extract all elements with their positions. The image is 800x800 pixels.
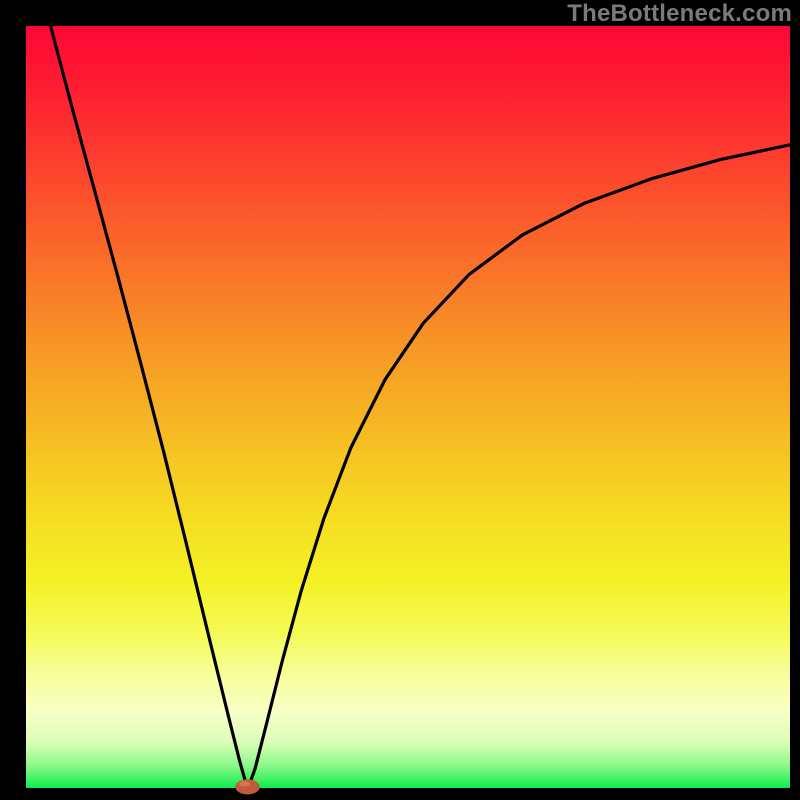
watermark-text: TheBottleneck.com bbox=[567, 0, 792, 28]
minimum-marker bbox=[235, 779, 259, 794]
minimum-marker-highlight bbox=[239, 781, 250, 786]
chart-container: { "watermark": { "text": "TheBottleneck.… bbox=[0, 0, 800, 800]
bottleneck-chart bbox=[0, 0, 800, 800]
